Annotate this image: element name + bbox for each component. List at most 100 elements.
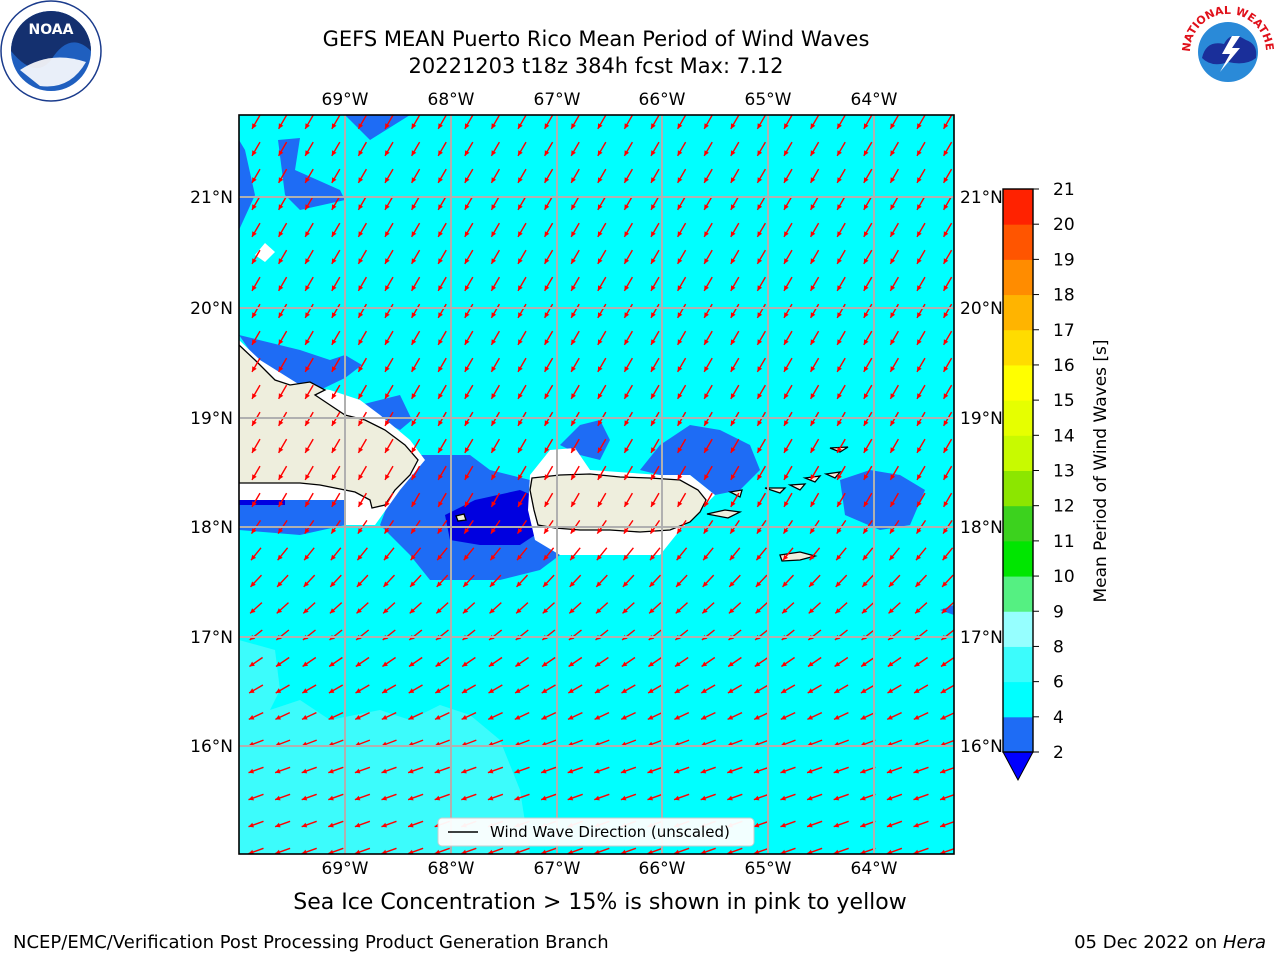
wind-arrow-head	[810, 204, 816, 210]
wind-arrow-head	[278, 447, 284, 453]
wind-arrow-head	[784, 204, 789, 210]
wind-arrow-head	[464, 258, 470, 264]
wind-arrow-head	[411, 339, 417, 345]
wind-arrow-head	[702, 608, 708, 614]
colorbar-segment	[1003, 576, 1033, 612]
wind-arrow-head	[275, 768, 281, 774]
wind-arrow-head	[890, 285, 896, 291]
wind-arrow-head	[915, 581, 921, 587]
wind-arrow-head	[411, 501, 417, 507]
wind-arrow-head	[704, 177, 709, 183]
wind-arrow-head	[385, 339, 390, 345]
wind-arrow-head	[728, 661, 734, 667]
wind-arrow-head	[358, 177, 364, 183]
wind-arrow-head	[915, 608, 921, 614]
wind-arrow-head	[757, 393, 763, 399]
wind-arrow-head	[248, 795, 254, 801]
wind-arrow-head	[943, 204, 949, 210]
wind-arrow-head	[890, 204, 896, 210]
wind-arrow-head	[304, 554, 310, 561]
wind-arrow-head	[834, 715, 840, 720]
wind-arrow-head	[305, 231, 310, 237]
wind-arrow-head	[438, 393, 443, 399]
wind-arrow-head	[862, 581, 868, 587]
wind-arrow-head	[518, 339, 523, 345]
wind-arrow-head	[305, 366, 310, 372]
wind-arrow-head	[729, 581, 735, 587]
wind-arrow-head	[651, 123, 656, 129]
wind-arrow-head	[834, 688, 840, 693]
wind-arrow-head	[278, 258, 284, 264]
wind-arrow-head	[917, 285, 922, 291]
wind-arrow-head	[331, 447, 337, 453]
wind-arrow-head	[438, 339, 443, 345]
wind-arrow-head	[784, 393, 789, 399]
wind-arrow-head	[571, 339, 576, 345]
wind-arrow-head	[463, 581, 469, 587]
wind-arrow-head	[781, 688, 787, 693]
wind-arrow-head	[917, 339, 922, 345]
wind-arrow-head	[275, 688, 282, 693]
wind-arrow-head	[943, 501, 949, 507]
wind-arrow-head	[701, 688, 707, 693]
wind-arrow-head	[305, 339, 310, 345]
wind-arrow-head	[703, 554, 709, 561]
wind-arrow-head	[518, 204, 523, 210]
wind-arrow-head	[942, 554, 948, 561]
wind-arrow-head	[701, 661, 708, 667]
credit-branch: NCEP/EMC/Verification Post Processing Pr…	[13, 932, 609, 953]
wind-arrow-head	[837, 204, 842, 210]
wind-arrow-head	[808, 661, 814, 667]
wind-arrow-head	[541, 849, 547, 854]
wind-arrow-head	[730, 312, 736, 318]
wind-arrow-head	[704, 231, 709, 237]
wind-arrow-head	[757, 474, 763, 480]
wind-arrow-head	[438, 123, 443, 129]
wind-arrow-head	[943, 474, 949, 480]
wind-arrow-head	[355, 715, 361, 720]
wind-arrow-head	[623, 528, 629, 534]
wind-arrow-head	[461, 715, 468, 720]
colorbar-tick-label: 9	[1053, 602, 1064, 622]
wind-arrow-head	[354, 768, 361, 774]
wind-arrow-head	[916, 554, 922, 561]
colorbar-segment	[1003, 259, 1033, 296]
wind-arrow-head	[248, 768, 254, 774]
wind-arrow-head	[330, 554, 336, 561]
wind-arrow-head	[837, 231, 842, 237]
wind-arrow-head	[411, 312, 417, 318]
wind-arrow-head	[677, 231, 683, 237]
wind-arrow-head	[491, 447, 497, 453]
wind-arrow-head	[595, 608, 602, 614]
wind-arrow-head	[810, 339, 816, 345]
wind-arrow-head	[252, 312, 257, 318]
colorbar-segment	[1003, 329, 1033, 366]
wind-arrow-head	[860, 688, 867, 693]
wind-arrow-head	[890, 420, 896, 426]
lat-label-left: 19°N	[190, 409, 233, 429]
wind-arrow-head	[252, 474, 257, 480]
wind-arrow-head	[833, 849, 840, 854]
wind-arrow-head	[436, 581, 442, 587]
colorbar-segment	[1003, 364, 1033, 401]
wind-arrow-head	[544, 420, 550, 426]
wind-arrow-head	[757, 231, 763, 237]
lat-label-right: 17°N	[960, 628, 1003, 648]
wind-arrow-head	[381, 768, 387, 774]
wind-arrow-head	[305, 285, 310, 291]
lat-labels-right: 21°N 20°N 19°N 18°N 17°N 16°N	[960, 188, 1003, 757]
wind-arrow-head	[621, 688, 627, 693]
wind-arrow-head	[251, 554, 257, 561]
colorbar-segment	[1003, 435, 1033, 471]
wind-arrow-head	[730, 393, 736, 399]
wind-arrow-head	[756, 528, 762, 534]
wind-arrow-head	[753, 822, 760, 828]
wind-arrow-head	[940, 768, 946, 774]
wind-arrow-head	[940, 822, 946, 828]
wind-arrow-head	[651, 312, 656, 318]
wind-arrow-head	[275, 849, 281, 854]
wind-arrow-head	[595, 661, 601, 667]
wind-arrow-head	[863, 123, 869, 129]
wind-arrow-head	[544, 339, 550, 345]
wind-arrow-head	[730, 285, 736, 291]
